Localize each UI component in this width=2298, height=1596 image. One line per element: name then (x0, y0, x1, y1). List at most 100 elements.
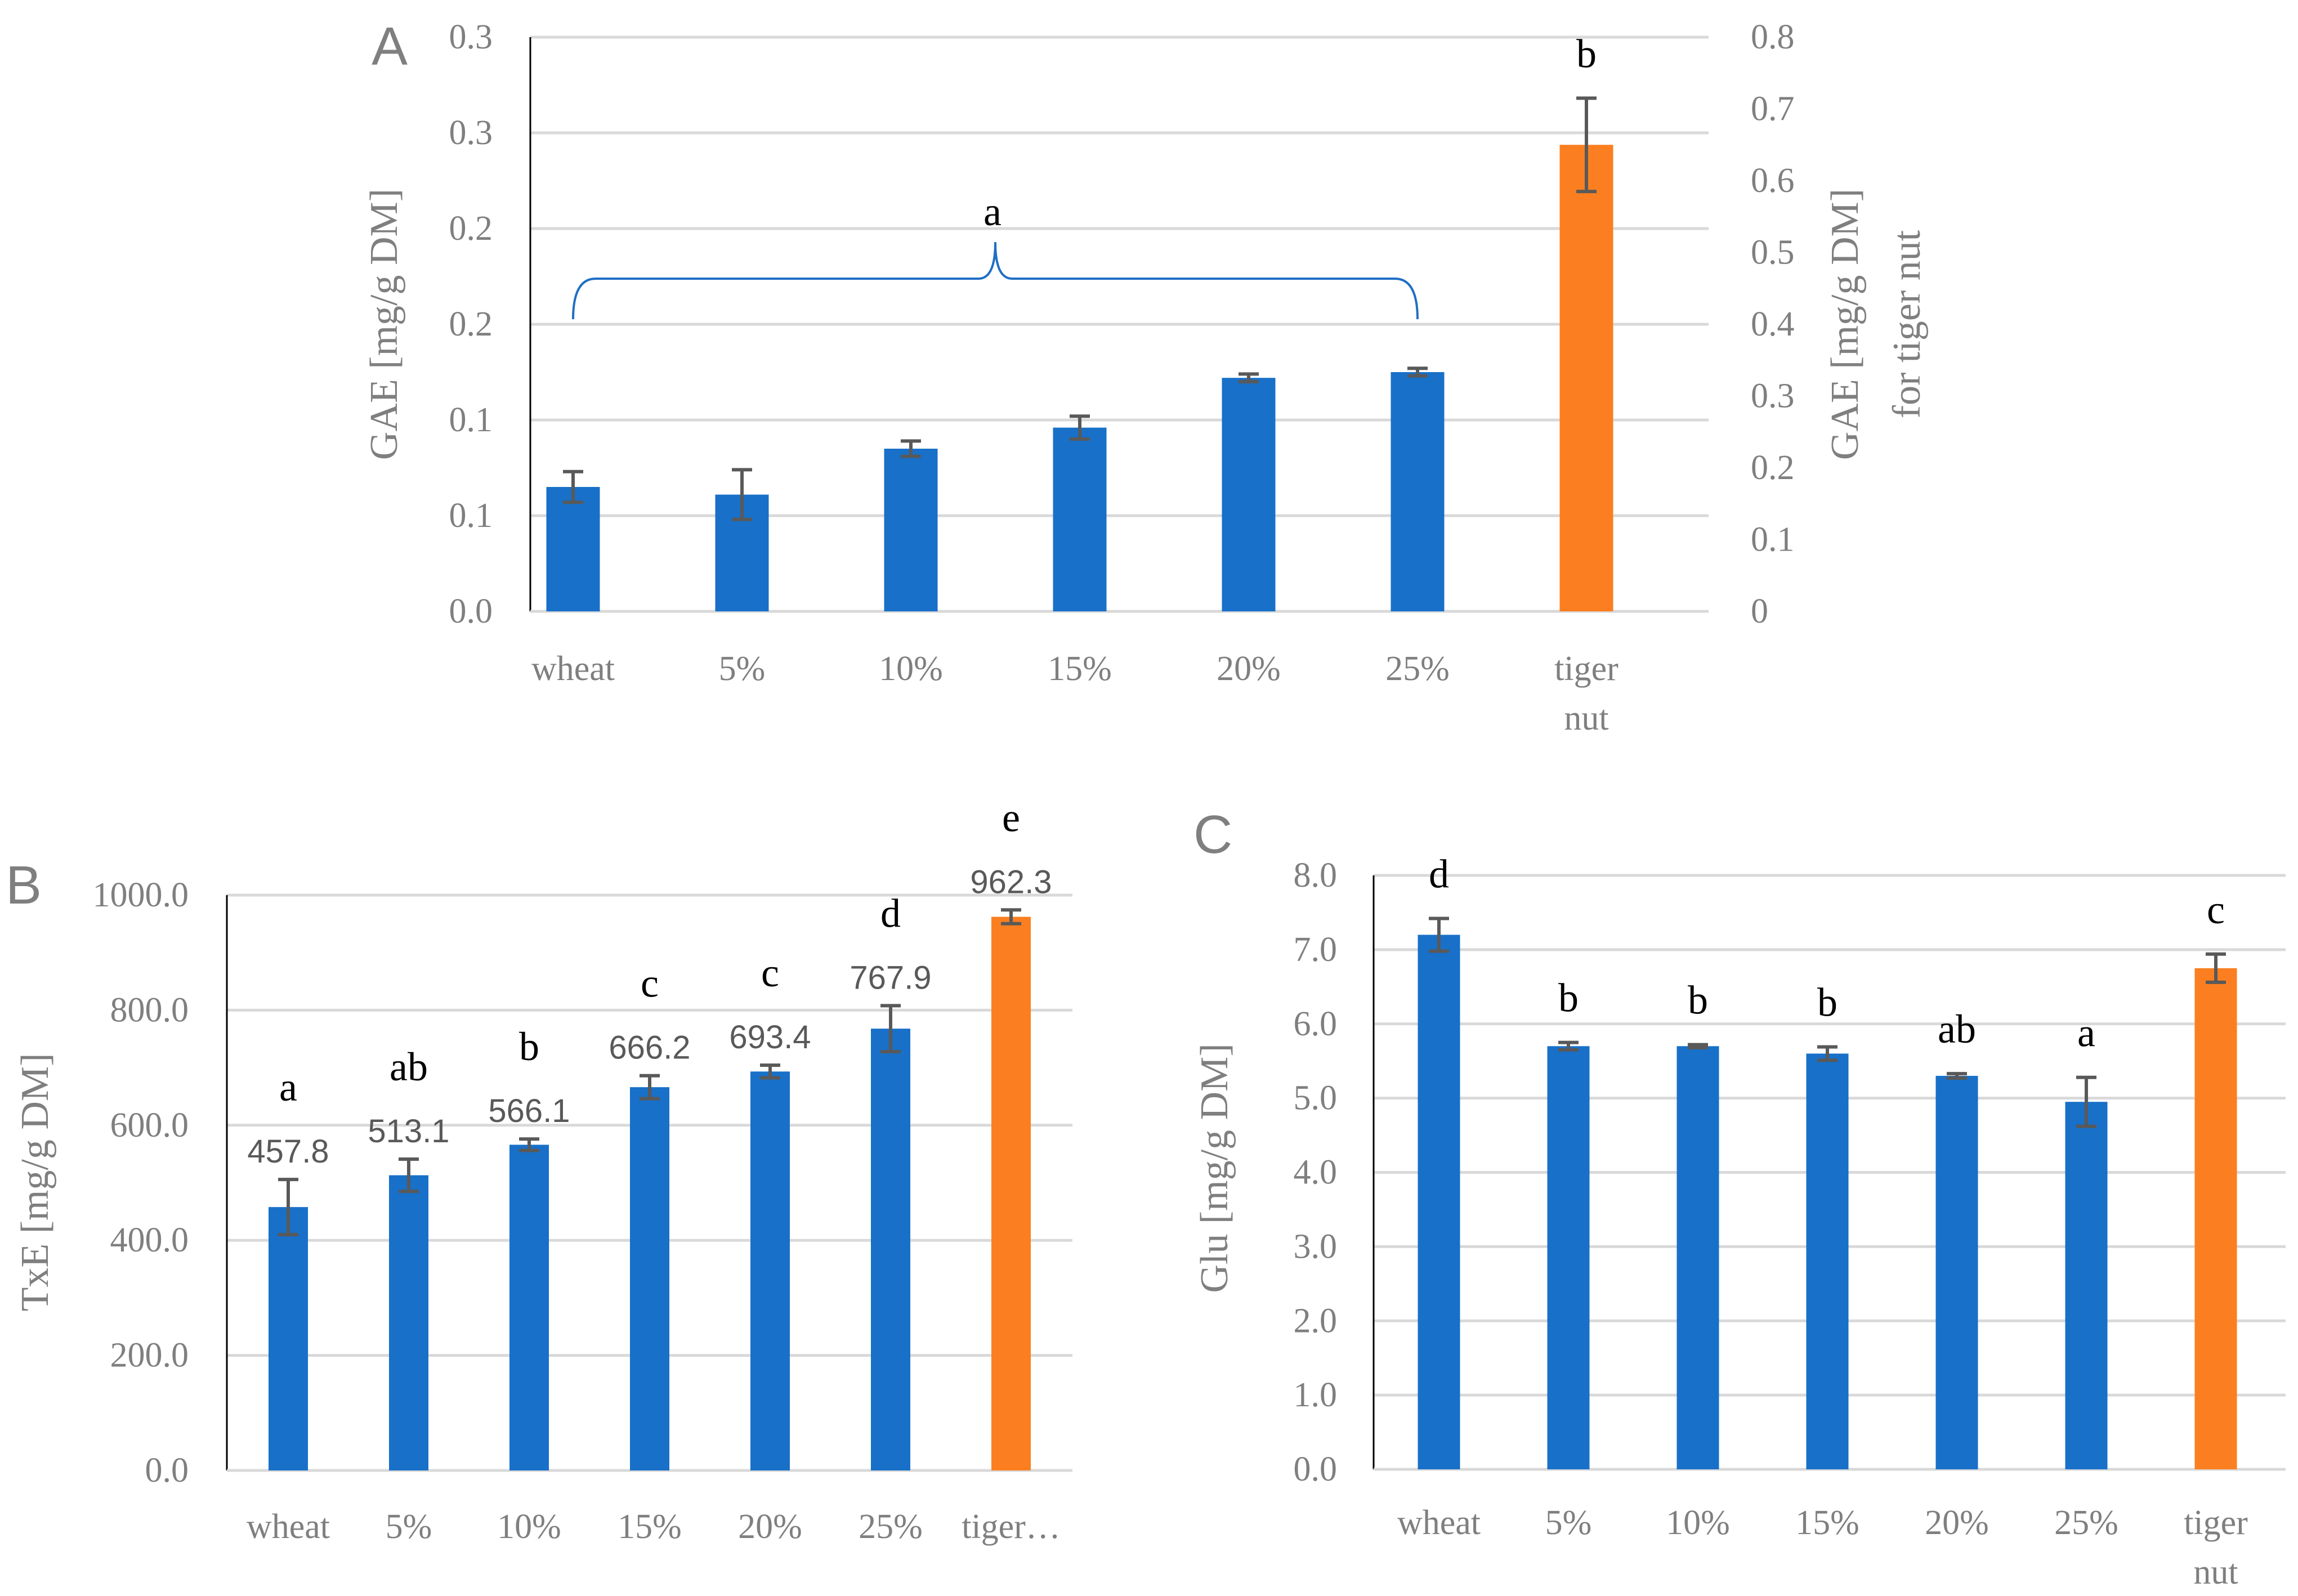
y-tick-label: 4.0 (1294, 1154, 1338, 1192)
x-tick-label: wheat (1397, 1504, 1481, 1542)
data-label: 767.9 (850, 959, 931, 996)
x-tick-label: 5% (1545, 1504, 1592, 1542)
x-tick-label: 15% (1048, 650, 1112, 688)
significance-letter: b (1688, 978, 1708, 1023)
significance-letter: c (641, 961, 659, 1006)
x-tick-label: tiger (2184, 1504, 2248, 1542)
data-label: 666.2 (609, 1030, 690, 1066)
y-axis-title: TxE [mg/g DM] (14, 1053, 57, 1312)
x-tick-label: 5% (386, 1508, 432, 1546)
x-tick-label: 10% (879, 650, 943, 688)
x-tick-label: wheat (247, 1508, 330, 1546)
y2-tick-label: 0.1 (1751, 521, 1795, 559)
y-tick-label: 200.0 (110, 1336, 189, 1375)
x-tick-label: 25% (859, 1508, 923, 1546)
panel-label: C (1193, 804, 1232, 865)
significance-letter: a (983, 189, 1002, 234)
y-tick-label: 800.0 (110, 991, 189, 1029)
x-tick-label: 10% (1666, 1504, 1730, 1542)
significance-letter: c (2207, 887, 2225, 932)
y-tick-label: 0.3 (449, 18, 493, 56)
chart-B: 0.0 200.0 400.0 600.0 800.0 1000.0 457.8 a wheat… (6, 795, 1072, 1546)
significance-letter: a (2077, 1011, 2095, 1056)
bar (1676, 1046, 1719, 1469)
y-tick-label: 0.0 (145, 1451, 189, 1490)
significance-letter: ab (390, 1044, 428, 1089)
bar (1806, 1053, 1849, 1469)
significance-letter: d (1429, 851, 1449, 896)
y-tick-label: 2.0 (1294, 1302, 1338, 1340)
bar (1935, 1076, 1978, 1469)
chart-C: 0.0 1.0 2.0 3.0 4.0 5.0 6.0 7.0 8.0 d wheat b 5% b 10%… (1193, 804, 2286, 1591)
bar (546, 487, 600, 611)
y2-tick-label: 0.4 (1751, 305, 1795, 343)
y2-tick-label: 0.7 (1751, 90, 1795, 128)
y-tick-label: 0.1 (449, 497, 493, 535)
y-tick-label: 1000.0 (93, 876, 189, 914)
significance-letter: c (761, 950, 779, 995)
x-tick-label: 20% (738, 1508, 802, 1546)
x-tick-label: nut (1564, 699, 1608, 737)
x-tick-label: 20% (1925, 1504, 1989, 1542)
y-tick-label: 7.0 (1294, 931, 1338, 969)
bar (1053, 427, 1107, 611)
y-tick-label: 3.0 (1294, 1227, 1338, 1266)
significance-letter: b (1576, 31, 1597, 76)
bar (2194, 968, 2237, 1469)
y-tick-label: 1.0 (1294, 1376, 1338, 1414)
x-tick-label: 10% (497, 1508, 561, 1546)
significance-letter: d (880, 891, 901, 936)
data-label: 457.8 (247, 1133, 329, 1170)
bar (630, 1087, 669, 1470)
x-tick-label: 15% (1795, 1504, 1859, 1542)
bar (991, 917, 1031, 1470)
bar (884, 449, 938, 611)
bar (1547, 1046, 1590, 1469)
x-tick-label: tiger… (962, 1508, 1061, 1546)
significance-letter: b (519, 1024, 539, 1069)
y-tick-label: 0.3 (449, 114, 493, 152)
y2-tick-label: 0.5 (1751, 234, 1795, 272)
bar (389, 1175, 428, 1470)
significance-letter: ab (1938, 1007, 1976, 1052)
y2-tick-label: 0 (1751, 592, 1768, 631)
significance-brace (572, 242, 1419, 320)
x-tick-label: 25% (2054, 1504, 2118, 1542)
bar (509, 1145, 549, 1470)
bar (1559, 145, 1613, 611)
y-axis-title: GAE [mg/g DM] (363, 189, 406, 460)
panel-label: B (6, 855, 42, 915)
bar (750, 1071, 790, 1470)
significance-letter: b (1558, 976, 1579, 1021)
y-axis-title: Glu [mg/g DM] (1193, 1043, 1236, 1293)
y-tick-label: 400.0 (110, 1221, 189, 1259)
y-tick-label: 600.0 (110, 1106, 189, 1145)
y2-axis-title: for tiger nut (1885, 230, 1929, 418)
y-tick-label: 8.0 (1294, 856, 1338, 895)
y-tick-label: 5.0 (1294, 1079, 1338, 1117)
bar (871, 1029, 910, 1470)
y2-tick-label: 0.6 (1751, 162, 1795, 200)
y-tick-label: 0.1 (449, 401, 493, 439)
bar (1391, 372, 1445, 611)
y-tick-label: 0.0 (449, 592, 493, 631)
y-tick-label: 0.2 (449, 209, 493, 248)
y-tick-label: 0.0 (1294, 1450, 1338, 1488)
data-label: 693.4 (729, 1019, 811, 1056)
data-label: 513.1 (368, 1113, 449, 1150)
y2-tick-label: 0.2 (1751, 449, 1795, 487)
y-tick-label: 6.0 (1294, 1005, 1338, 1043)
y2-axis-title: GAE [mg/g DM] (1823, 189, 1867, 460)
bar (269, 1207, 308, 1470)
significance-letter: b (1817, 980, 1837, 1025)
x-tick-label: 25% (1385, 650, 1450, 688)
y2-tick-label: 0.8 (1751, 18, 1795, 56)
data-label: 962.3 (970, 864, 1052, 900)
chart-A: 0.0 0.1 0.1 0.2 0.2 0.3 0.3 0 0.1 0.2 0.3 0.4 0.5 0.6… (363, 16, 1929, 737)
x-tick-label: 20% (1217, 650, 1281, 688)
panel-label: A (372, 16, 408, 77)
significance-letter: a (279, 1065, 297, 1110)
significance-letter: e (1002, 795, 1020, 840)
x-tick-label: 15% (618, 1508, 682, 1546)
